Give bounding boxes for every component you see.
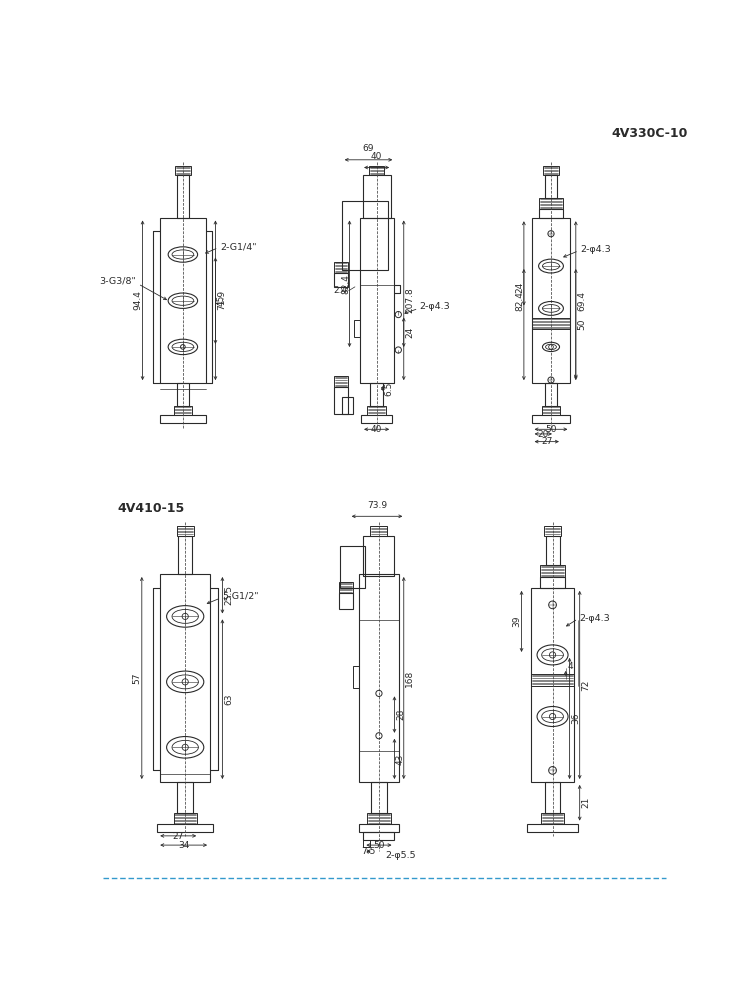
Text: 71.9: 71.9 [217, 290, 226, 310]
Text: 2-G1/4": 2-G1/4" [220, 243, 257, 251]
Text: 73.9: 73.9 [367, 501, 387, 510]
Text: 82.4: 82.4 [515, 290, 524, 310]
Text: 4: 4 [568, 662, 574, 671]
Bar [339, 582, 352, 593]
Bar [542, 406, 560, 415]
Text: 45: 45 [217, 295, 226, 306]
Bar [178, 782, 193, 812]
Text: 168: 168 [405, 670, 414, 687]
Bar [362, 415, 392, 423]
Text: 24: 24 [515, 281, 524, 292]
Bar [531, 675, 574, 687]
Text: 3-G3/8": 3-G3/8" [100, 277, 136, 286]
Text: 7.5: 7.5 [362, 847, 376, 856]
Text: 20: 20 [538, 429, 549, 438]
Bar [334, 273, 348, 286]
Text: 39: 39 [512, 616, 521, 627]
Bar [532, 318, 570, 329]
Text: 27: 27 [541, 437, 553, 446]
Bar [368, 406, 386, 415]
Bar [364, 840, 370, 846]
Bar [363, 176, 391, 218]
Bar [531, 588, 574, 782]
Bar [540, 577, 565, 588]
Text: 2.4: 2.4 [333, 286, 347, 295]
Bar [177, 176, 189, 218]
Bar [539, 199, 562, 209]
Bar [358, 574, 399, 782]
Bar [342, 201, 388, 269]
Text: 2-φ4.3: 2-φ4.3 [580, 245, 611, 253]
Text: 25.5: 25.5 [224, 585, 233, 605]
Bar [543, 166, 559, 176]
Bar [340, 546, 365, 588]
Text: 43: 43 [396, 753, 405, 764]
Bar [527, 823, 578, 832]
Bar [334, 376, 348, 387]
Text: 69.4: 69.4 [578, 290, 586, 310]
Text: 207.8: 207.8 [405, 287, 414, 313]
Text: 21: 21 [581, 797, 590, 808]
Text: 40: 40 [371, 425, 382, 434]
Text: 24: 24 [405, 326, 414, 338]
Text: 69: 69 [363, 144, 374, 153]
Bar [370, 526, 388, 536]
Text: 50: 50 [545, 425, 556, 434]
Bar [342, 397, 353, 414]
Text: 50: 50 [374, 840, 385, 849]
Bar [334, 262, 348, 273]
Text: 4V410-15: 4V410-15 [117, 502, 184, 515]
Text: 27: 27 [172, 832, 184, 841]
Text: 72: 72 [581, 680, 590, 691]
Bar [158, 823, 213, 832]
Text: 2-φ4.3: 2-φ4.3 [580, 614, 610, 623]
Text: 36: 36 [572, 713, 580, 725]
Bar [539, 209, 562, 219]
Bar [545, 536, 560, 565]
Bar [177, 526, 194, 536]
Bar [544, 383, 557, 406]
Text: 6.5: 6.5 [384, 381, 393, 395]
Text: 5-G1/2": 5-G1/2" [223, 591, 259, 600]
Bar [541, 812, 564, 823]
Bar [173, 406, 192, 415]
Text: 50: 50 [578, 318, 586, 329]
Text: 28: 28 [396, 709, 405, 721]
Bar [177, 383, 189, 406]
Bar [339, 593, 352, 610]
Bar [532, 415, 570, 423]
Bar [160, 415, 206, 423]
Bar [178, 536, 192, 574]
Bar [544, 782, 560, 812]
Bar [371, 782, 387, 812]
Bar [532, 219, 570, 383]
Bar [334, 387, 348, 414]
Text: 40: 40 [371, 152, 382, 161]
Bar [364, 536, 394, 576]
Bar [544, 526, 561, 536]
Bar [364, 832, 394, 840]
Text: 82.4: 82.4 [342, 273, 351, 293]
Text: 2-φ5.5: 2-φ5.5 [386, 851, 416, 860]
Bar [544, 176, 557, 199]
Bar [358, 823, 399, 832]
Bar [354, 320, 359, 337]
Text: 34: 34 [178, 841, 189, 850]
Bar [173, 812, 196, 823]
Bar [353, 667, 358, 688]
Bar [359, 218, 394, 383]
Bar [540, 565, 565, 577]
Bar [160, 218, 206, 383]
Bar [370, 383, 382, 406]
Text: 63: 63 [224, 694, 233, 705]
Bar [368, 812, 391, 823]
Text: 94.4: 94.4 [134, 290, 142, 310]
Bar [369, 166, 384, 176]
Text: 2-φ4.3: 2-φ4.3 [419, 302, 450, 311]
Text: 57: 57 [133, 673, 142, 684]
Bar [175, 166, 190, 176]
Text: 4V330C-10: 4V330C-10 [611, 127, 688, 140]
Bar [160, 574, 210, 782]
